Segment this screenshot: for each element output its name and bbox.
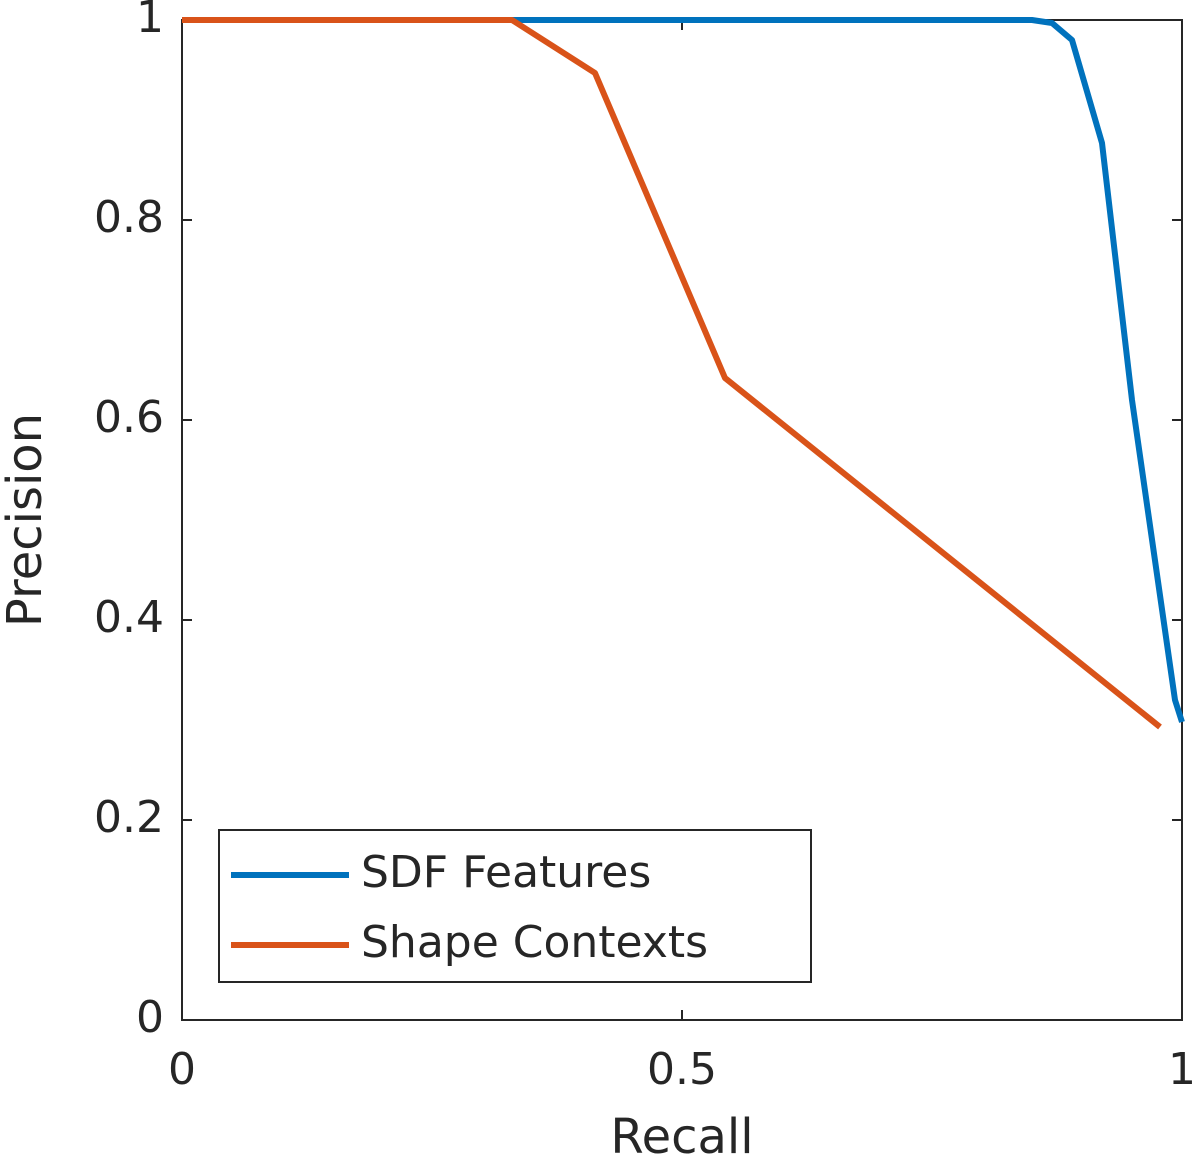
y-tick-label: 0.4 [94,592,164,643]
x-tick-label: 1 [1168,1044,1196,1095]
y-tick-label: 0.2 [94,792,164,843]
line-series [182,17,1162,730]
y-axis-label: Precision [0,413,53,627]
legend-label: SDF Features [361,847,651,898]
x-tick-label: 0.5 [647,1044,717,1095]
y-tick-label: 1 [136,0,164,43]
x-tick-label: 0 [168,1044,196,1095]
legend-label: Shape Contexts [361,917,708,968]
line-series [182,17,1185,723]
y-tick-label: 0.6 [94,392,164,443]
y-tick-label: 0.8 [94,192,164,243]
legend-box [218,829,812,983]
x-axis-label: Recall [610,1109,753,1165]
y-tick-label: 0 [136,992,164,1043]
